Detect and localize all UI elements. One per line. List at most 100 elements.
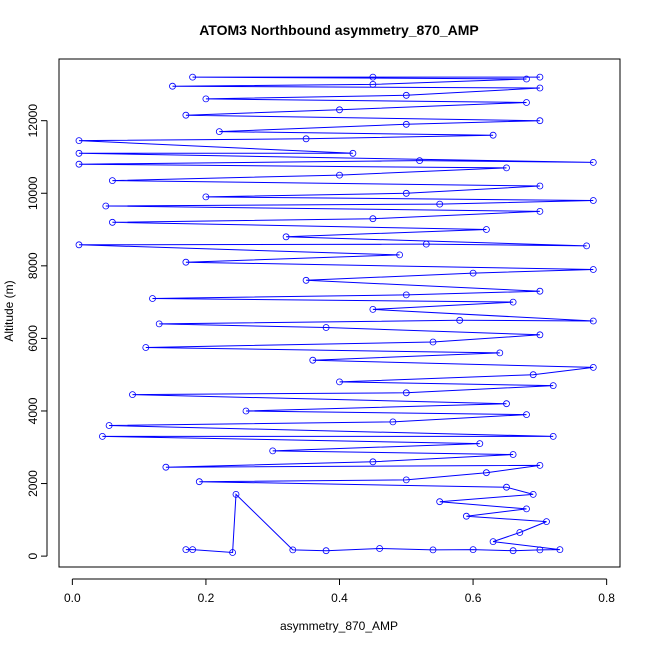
data-point [549, 432, 557, 440]
data-point [182, 111, 190, 119]
data-point [369, 458, 377, 466]
data-point [416, 157, 424, 165]
data-point [202, 95, 210, 103]
data-point [149, 295, 156, 302]
data-point [436, 200, 444, 208]
data-point [402, 476, 410, 484]
chart-title: ATOM3 Northbound asymmetry_870_AMP [199, 22, 479, 38]
x-tick-label: 0.0 [64, 591, 81, 605]
data-point [536, 287, 544, 295]
data-point [402, 91, 410, 99]
data-point [162, 463, 170, 471]
data-point [402, 291, 410, 299]
data-point [536, 182, 544, 190]
data-point [429, 338, 437, 346]
x-tick-label: 0.8 [598, 591, 615, 605]
data-point [436, 498, 444, 506]
data-point [336, 106, 343, 114]
data-point [169, 82, 176, 90]
data-point [536, 461, 544, 469]
data-point [376, 545, 384, 552]
data-point [195, 478, 203, 486]
data-point [402, 120, 410, 128]
data-point [536, 207, 544, 215]
axes: 0.0 0.2 0.4 0.6 0.8 0 2000 4000 6000 8000 10000 120… [26, 104, 615, 605]
data-point [536, 84, 544, 92]
data-point [589, 197, 597, 204]
data-point [349, 149, 357, 157]
y-tick-label: 2000 [26, 470, 40, 497]
data-point [396, 251, 404, 259]
data-point [229, 549, 237, 556]
data-point [99, 432, 106, 440]
data-point [336, 171, 343, 179]
data-point [142, 344, 150, 351]
data-point [549, 382, 557, 390]
data-point [523, 411, 530, 419]
data-point [536, 73, 544, 81]
data-point [105, 422, 113, 429]
data-point [369, 215, 377, 223]
data-point [503, 164, 510, 172]
data-point [369, 81, 377, 88]
data-point [523, 75, 530, 83]
data-point [75, 137, 83, 145]
data-point [469, 269, 477, 277]
data-point [503, 483, 510, 491]
data-point [589, 266, 597, 273]
data-point [369, 73, 377, 81]
data-point [556, 546, 564, 553]
data-point [543, 518, 550, 525]
data-point [232, 490, 240, 498]
data-point [109, 177, 116, 185]
data-point [489, 131, 497, 139]
y-tick-label: 10000 [26, 176, 40, 210]
series-line [78, 76, 594, 554]
data-point [462, 512, 470, 520]
data-point [516, 529, 524, 536]
x-tick-label: 0.4 [331, 591, 348, 605]
data-point [215, 128, 223, 136]
data-point [289, 546, 297, 554]
data-point [389, 418, 397, 426]
data-point [242, 407, 250, 415]
data-point [322, 324, 330, 331]
data-point [536, 546, 544, 554]
data-point [182, 546, 190, 553]
data-point [523, 505, 530, 513]
data-point [102, 202, 110, 210]
data-point [129, 391, 136, 399]
plot-frame [58, 58, 621, 568]
data-point [336, 378, 343, 386]
data-point [422, 240, 430, 248]
data-point [202, 193, 210, 201]
data-point [429, 546, 437, 554]
data-point [402, 389, 410, 397]
y-tick-label: 0 [26, 552, 40, 559]
data-point [402, 189, 410, 197]
data-point [456, 316, 464, 324]
x-axis-label: asymmetry_870_AMP [280, 619, 398, 633]
x-tick-label: 0.2 [198, 591, 215, 605]
y-tick-label: 6000 [26, 325, 40, 352]
data-point [469, 546, 477, 553]
data-point [189, 546, 197, 553]
data-point [529, 490, 537, 498]
data-point [536, 117, 544, 125]
data-point [322, 547, 330, 555]
y-tick-label: 4000 [26, 397, 40, 424]
data-point [369, 305, 377, 313]
y-tick-label: 12000 [26, 104, 40, 138]
data-point [509, 547, 517, 555]
data-point [589, 158, 597, 166]
data-point [589, 363, 597, 371]
data-point [75, 160, 83, 168]
data-point [496, 349, 504, 357]
data-point [182, 258, 190, 266]
data-point [482, 469, 490, 477]
data-point [189, 73, 197, 81]
data-point [509, 298, 517, 306]
data-point [489, 538, 497, 545]
data-point [282, 233, 290, 241]
